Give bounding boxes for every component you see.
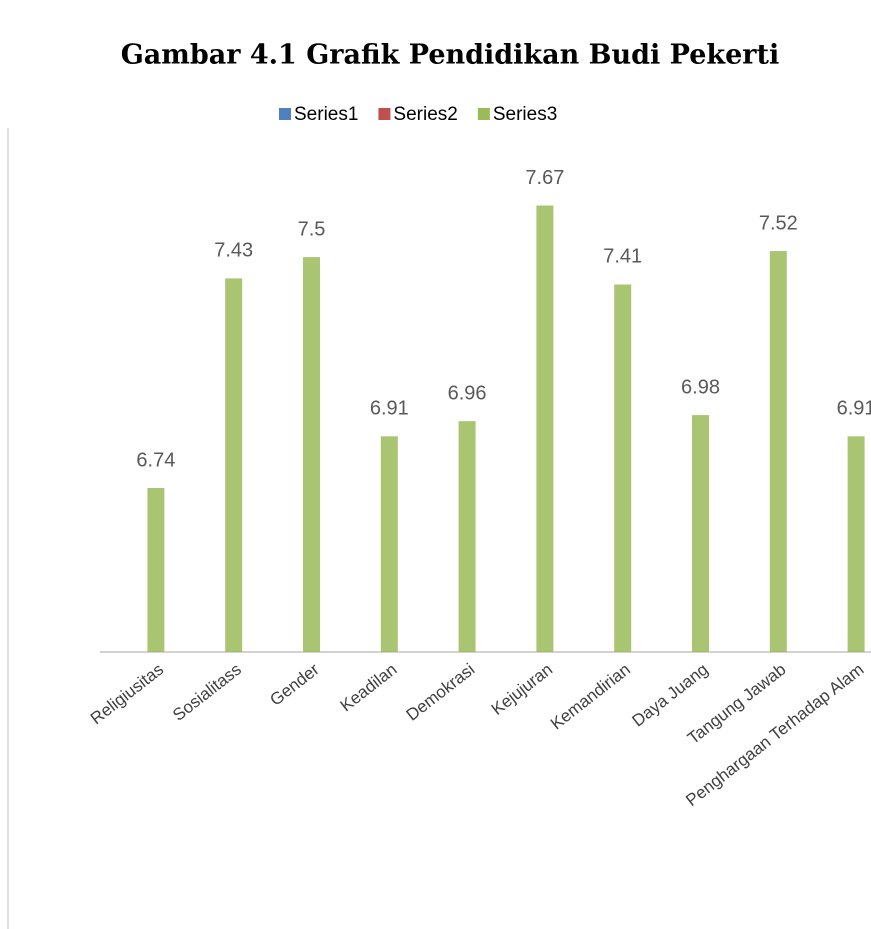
- legend-label: Series3: [493, 104, 557, 125]
- chart-title: Gambar 4.1 Grafik Pendidikan Budi Pekert…: [121, 40, 779, 71]
- bar: [692, 415, 709, 652]
- bar: [458, 421, 476, 652]
- x-tick-label: Religiusitas: [87, 660, 167, 728]
- bar: [536, 205, 554, 653]
- value-label: 6.98: [681, 376, 720, 398]
- x-tick-label: Keadilan: [337, 660, 401, 716]
- x-tick-label: Demokrasi: [403, 660, 479, 725]
- x-tick-label: Sosialitass: [169, 660, 245, 725]
- bar: [303, 257, 320, 652]
- value-label: 7.67: [525, 167, 564, 189]
- legend-swatch: [279, 108, 291, 120]
- value-label: 7.41: [603, 246, 642, 268]
- bar: [769, 251, 787, 653]
- x-tick-label: Kejujuran: [488, 660, 556, 719]
- value-label: 6.74: [136, 449, 175, 471]
- legend-swatch: [378, 108, 391, 120]
- value-label: 6.91: [837, 398, 871, 420]
- legend-swatch: [477, 108, 490, 120]
- value-label: 7.52: [759, 212, 798, 234]
- bar: [380, 436, 398, 652]
- x-tick-label: Gender: [266, 660, 323, 710]
- bar: [847, 436, 865, 652]
- value-label: 7.43: [214, 240, 253, 262]
- bar: [614, 284, 632, 652]
- legend-label: Series2: [393, 104, 457, 125]
- value-label: 6.91: [370, 398, 409, 420]
- legend-label: Series1: [294, 104, 358, 125]
- bar: [147, 487, 165, 652]
- bar: [225, 278, 243, 652]
- x-tick-label: Kemandirian: [547, 660, 634, 734]
- value-label: 6.96: [448, 382, 487, 404]
- value-label: 7.5: [298, 218, 326, 240]
